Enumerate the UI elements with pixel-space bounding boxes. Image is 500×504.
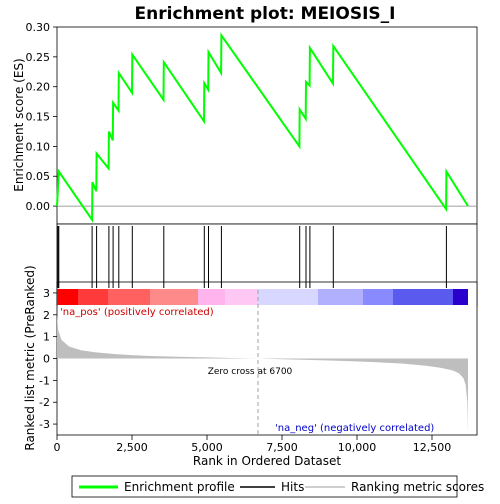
metric-y-tick-label: 0	[43, 353, 50, 366]
es-y-tick-label: 0.00	[26, 200, 51, 213]
x-axis-label: Rank in Ordered Dataset	[193, 454, 341, 468]
negative-correlation-label: 'na_neg' (negatively correlated)	[275, 423, 434, 434]
color-bar-segment	[258, 289, 318, 305]
chart-title: Enrichment plot: MEIOSIS_I	[135, 4, 396, 24]
legend-item-enrichment-profile: Enrichment profile	[79, 480, 235, 494]
color-bar-segment	[318, 289, 363, 305]
es-y-tick-label: 0.15	[26, 111, 51, 124]
metric-y-axis: 3 2 1 0 -1 -2 -3	[39, 287, 57, 431]
x-axis: 0 2,500 5,000 7,500 10,000 12,500	[54, 435, 452, 454]
color-bar-segment	[108, 289, 150, 305]
es-y-axis: 0.00 0.05 0.10 0.15 0.20 0.25 0.30	[26, 21, 57, 213]
metric-y-tick-label: -3	[39, 418, 50, 431]
metric-y-tick-label: -1	[39, 374, 50, 387]
color-bar-segment	[393, 289, 453, 305]
metric-y-axis-label: Ranked list metric (PreRanked)	[23, 265, 37, 450]
x-tick-label: 5,000	[191, 441, 223, 454]
es-y-tick-label: 0.10	[26, 140, 51, 153]
x-tick-label: 0	[54, 441, 61, 454]
es-y-tick-label: 0.05	[26, 170, 51, 183]
color-bar-segment	[57, 289, 78, 305]
x-tick-label: 7,500	[266, 441, 298, 454]
es-y-tick-label: 0.30	[26, 21, 51, 34]
legend-label-ranking-metric: Ranking metric scores	[351, 480, 484, 494]
metric-y-tick-label: 3	[43, 287, 50, 300]
color-bar-segment	[198, 289, 225, 305]
x-tick-label: 10,000	[338, 441, 377, 454]
legend-item-hits: Hits	[240, 480, 304, 494]
ranking-color-bar	[57, 289, 468, 305]
es-y-axis-label: Enrichment score (ES)	[12, 58, 26, 191]
color-bar-segment	[363, 289, 393, 305]
hits-markers	[57, 226, 447, 288]
color-bar-segment	[453, 289, 468, 305]
color-bar-segment	[78, 289, 108, 305]
es-y-tick-label: 0.20	[26, 81, 51, 94]
color-bar-segment	[150, 289, 198, 305]
zero-cross-label: Zero cross at 6700	[208, 367, 293, 377]
metric-y-tick-label: 1	[43, 331, 50, 344]
legend-item-ranking-metric: Ranking metric scores	[305, 480, 484, 494]
legend-label-hits: Hits	[281, 480, 304, 494]
color-bar-segment	[225, 289, 258, 305]
enrichment-profile-line	[56, 32, 469, 223]
metric-y-tick-label: 2	[43, 309, 50, 322]
metric-y-tick-label: -2	[39, 396, 50, 409]
x-tick-label: 2,500	[116, 441, 148, 454]
positive-correlation-label: 'na_pos' (positively correlated)	[60, 307, 214, 318]
es-panel-frame	[56, 26, 478, 225]
es-y-tick-label: 0.25	[26, 51, 51, 64]
legend-label-enrichment-profile: Enrichment profile	[124, 480, 235, 494]
x-tick-label: 12,500	[413, 441, 452, 454]
